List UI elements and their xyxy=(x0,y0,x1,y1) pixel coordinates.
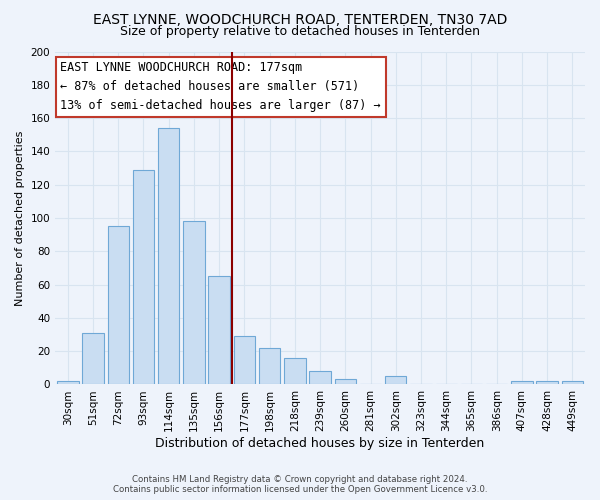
Bar xyxy=(107,226,129,384)
Bar xyxy=(385,376,406,384)
Bar xyxy=(536,381,558,384)
Bar xyxy=(284,358,305,384)
Bar xyxy=(82,333,104,384)
Bar xyxy=(208,276,230,384)
Bar xyxy=(158,128,179,384)
Bar xyxy=(511,381,533,384)
Bar xyxy=(259,348,280,385)
Bar xyxy=(183,222,205,384)
Bar xyxy=(57,381,79,384)
X-axis label: Distribution of detached houses by size in Tenterden: Distribution of detached houses by size … xyxy=(155,437,485,450)
Bar xyxy=(310,371,331,384)
Text: Size of property relative to detached houses in Tenterden: Size of property relative to detached ho… xyxy=(120,25,480,38)
Bar xyxy=(335,380,356,384)
Text: EAST LYNNE WOODCHURCH ROAD: 177sqm
← 87% of detached houses are smaller (571)
13: EAST LYNNE WOODCHURCH ROAD: 177sqm ← 87%… xyxy=(61,62,381,112)
Bar xyxy=(562,381,583,384)
Text: Contains HM Land Registry data © Crown copyright and database right 2024.
Contai: Contains HM Land Registry data © Crown c… xyxy=(113,474,487,494)
Bar xyxy=(233,336,255,384)
Text: EAST LYNNE, WOODCHURCH ROAD, TENTERDEN, TN30 7AD: EAST LYNNE, WOODCHURCH ROAD, TENTERDEN, … xyxy=(93,12,507,26)
Y-axis label: Number of detached properties: Number of detached properties xyxy=(15,130,25,306)
Bar xyxy=(133,170,154,384)
